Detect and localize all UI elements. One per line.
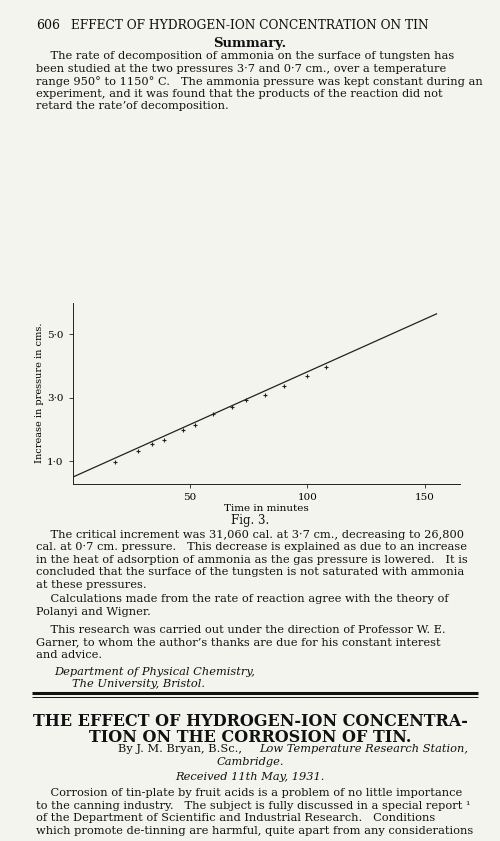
Text: Calculations made from the rate of reaction agree with the theory of: Calculations made from the rate of react… [36, 594, 449, 604]
Text: The University, Bristol.: The University, Bristol. [72, 679, 205, 689]
Text: By J. M. Bryan, B.Sc.,: By J. M. Bryan, B.Sc., [0, 840, 1, 841]
Y-axis label: Increase in pressure in cms.: Increase in pressure in cms. [35, 323, 44, 463]
Text: of the Department of Scientific and Industrial Research.   Conditions: of the Department of Scientific and Indu… [36, 813, 435, 823]
Text: at these pressures.: at these pressures. [36, 579, 146, 590]
Text: concluded that the surface of the tungsten is not saturated with ammonia: concluded that the surface of the tungst… [36, 567, 464, 577]
Text: Low Temperature Research Station,: Low Temperature Research Station, [259, 744, 468, 754]
Text: which promote de-tinning are harmful, quite apart from any considerations: which promote de-tinning are harmful, qu… [36, 826, 473, 836]
Text: Corrosion of tin-plate by fruit acids is a problem of no little importance: Corrosion of tin-plate by fruit acids is… [36, 788, 462, 798]
Text: By J. M. Bryan, B.Sc.,: By J. M. Bryan, B.Sc., [118, 744, 246, 754]
Text: THE EFFECT OF HYDROGEN-ION CONCENTRA-: THE EFFECT OF HYDROGEN-ION CONCENTRA- [32, 713, 468, 730]
Text: The rate of decomposition of ammonia on the surface of tungsten has: The rate of decomposition of ammonia on … [36, 51, 454, 61]
Text: Received 11th May, 1931.: Received 11th May, 1931. [176, 772, 324, 782]
Text: to the canning industry.   The subject is fully discussed in a special report ¹: to the canning industry. The subject is … [36, 801, 470, 811]
Text: range 950° to 1150° C.   The ammonia pressure was kept constant during an: range 950° to 1150° C. The ammonia press… [36, 76, 483, 87]
Text: been studied at the two pressures 3·7 and 0·7 cm., over a temperature: been studied at the two pressures 3·7 an… [36, 64, 447, 73]
X-axis label: Time in minutes: Time in minutes [224, 505, 308, 513]
Text: Garner, to whom the author’s thanks are due for his constant interest: Garner, to whom the author’s thanks are … [36, 637, 440, 648]
Text: Summary.: Summary. [214, 37, 286, 50]
Text: TION ON THE CORROSION OF TIN.: TION ON THE CORROSION OF TIN. [89, 729, 411, 746]
Text: in the heat of adsorption of ammonia as the gas pressure is lowered.   It is: in the heat of adsorption of ammonia as … [36, 554, 468, 564]
Text: experiment, and it was found that the products of the reaction did not: experiment, and it was found that the pr… [36, 88, 442, 98]
Text: retard the rateʼof decomposition.: retard the rateʼof decomposition. [36, 101, 229, 111]
Text: 606: 606 [36, 19, 60, 32]
Text: This research was carried out under the direction of Professor W. E.: This research was carried out under the … [36, 625, 446, 635]
Text: The critical increment was 31,060 cal. at 3·7 cm., decreasing to 26,800: The critical increment was 31,060 cal. a… [36, 530, 464, 540]
Text: Department of Physical Chemistry,: Department of Physical Chemistry, [54, 667, 255, 676]
Text: EFFECT OF HYDROGEN-ION CONCENTRATION ON TIN: EFFECT OF HYDROGEN-ION CONCENTRATION ON … [71, 19, 429, 32]
Text: By J. M. Bʀʏʀᴏ, B.Sᴄ.,: By J. M. Bʀʏʀᴏ, B.Sᴄ., [0, 840, 1, 841]
Text: Polanyi and Wigner.: Polanyi and Wigner. [36, 606, 151, 616]
Text: cal. at 0·7 cm. pressure.   This decrease is explained as due to an increase: cal. at 0·7 cm. pressure. This decrease … [36, 542, 467, 552]
Text: Fig. 3.: Fig. 3. [231, 514, 269, 526]
Text: and advice.: and advice. [36, 650, 102, 660]
Text: Cambridge.: Cambridge. [216, 757, 284, 767]
